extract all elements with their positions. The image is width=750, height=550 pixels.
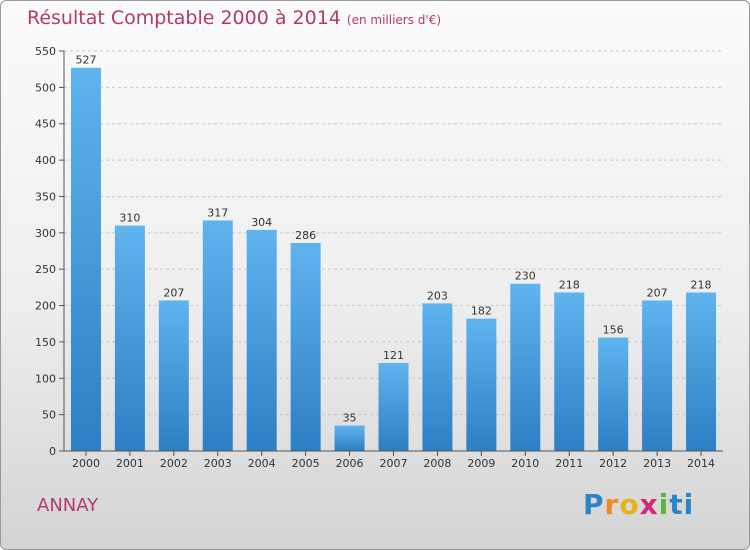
logo-letter: i bbox=[658, 488, 670, 521]
chart-title: Résultat Comptable 2000 à 2014 (en millie… bbox=[27, 7, 441, 29]
bar bbox=[246, 229, 277, 451]
y-tick-label: 250 bbox=[35, 263, 56, 276]
bar-value-label: 35 bbox=[343, 412, 357, 425]
y-axis: 0 50 100 150 200 250 300 350 400 450 500 550 bbox=[35, 45, 65, 458]
bar bbox=[290, 243, 321, 451]
logo-letter: ti bbox=[669, 488, 695, 521]
x-tick-label: 2002 bbox=[160, 457, 188, 470]
chart-subtitle: (en milliers d'€) bbox=[346, 13, 442, 27]
bar bbox=[642, 300, 673, 451]
logo-letter: o bbox=[619, 488, 640, 521]
bar-value-label: 203 bbox=[427, 289, 448, 302]
bar bbox=[114, 225, 145, 451]
bar bbox=[422, 303, 453, 451]
bar-value-label: 156 bbox=[603, 324, 624, 337]
bar-value-label: 310 bbox=[119, 212, 140, 225]
bar-value-label: 286 bbox=[295, 229, 316, 242]
bar-value-label: 218 bbox=[559, 278, 580, 291]
y-tick-label: 350 bbox=[35, 190, 56, 203]
bar-value-label: 317 bbox=[207, 206, 228, 219]
y-tick-label: 100 bbox=[35, 372, 56, 385]
y-tick-label: 50 bbox=[42, 409, 56, 422]
bar-value-label: 121 bbox=[383, 349, 404, 362]
x-tick-label: 2013 bbox=[643, 457, 671, 470]
bar-value-label: 207 bbox=[163, 286, 184, 299]
y-tick-label: 400 bbox=[35, 154, 56, 167]
x-tick-label: 2008 bbox=[423, 457, 451, 470]
bar bbox=[70, 67, 101, 452]
x-tick-label: 2005 bbox=[292, 457, 320, 470]
bar bbox=[598, 337, 629, 451]
y-tick-label: 200 bbox=[35, 300, 56, 313]
x-tick-label: 2014 bbox=[687, 457, 715, 470]
bar bbox=[510, 283, 541, 451]
x-tick-label: 2001 bbox=[116, 457, 144, 470]
bar bbox=[202, 220, 233, 451]
x-tick-label: 2010 bbox=[511, 457, 539, 470]
town-name: ANNAY bbox=[37, 495, 99, 516]
y-tick-label: 500 bbox=[35, 81, 56, 94]
bar-value-label: 182 bbox=[471, 305, 492, 318]
bar bbox=[466, 318, 497, 451]
y-tick-label: 0 bbox=[49, 445, 56, 458]
logo-letter: P bbox=[583, 488, 605, 521]
bar-value-label: 304 bbox=[251, 216, 272, 229]
x-tick-label: 2009 bbox=[467, 457, 495, 470]
y-tick-label: 300 bbox=[35, 227, 56, 240]
x-tick-label: 2004 bbox=[248, 457, 276, 470]
bar-value-label: 527 bbox=[75, 54, 96, 67]
bar-value-label: 218 bbox=[691, 278, 712, 291]
title-text: Résultat Comptable 2000 à 2014 bbox=[27, 7, 341, 29]
logo-letter: r bbox=[604, 488, 620, 521]
bar bbox=[554, 292, 585, 451]
bar bbox=[378, 363, 409, 451]
bar bbox=[158, 300, 189, 451]
x-tick-label: 2006 bbox=[336, 457, 364, 470]
x-tick-label: 2003 bbox=[204, 457, 232, 470]
bar bbox=[334, 425, 365, 451]
x-tick-label: 2007 bbox=[380, 457, 408, 470]
x-tick-label: 2000 bbox=[72, 457, 100, 470]
bar bbox=[686, 292, 717, 451]
y-tick-label: 450 bbox=[35, 118, 56, 131]
proxiti-logo: Proxiti bbox=[583, 488, 694, 521]
y-tick-label: 150 bbox=[35, 336, 56, 349]
bar-value-label: 230 bbox=[515, 270, 536, 283]
bar-value-label: 207 bbox=[647, 286, 668, 299]
x-tick-label: 2011 bbox=[555, 457, 583, 470]
bars: 527 310 207 317 304 286 35 121 203 182 230 218 156 20… bbox=[70, 54, 717, 452]
x-tick-label: 2012 bbox=[599, 457, 627, 470]
y-tick-label: 550 bbox=[35, 45, 56, 58]
logo-letter: x bbox=[639, 488, 659, 521]
x-axis: 2000 2001 2002 2003 2004 2005 2006 2007 2008 2009… bbox=[64, 450, 723, 470]
